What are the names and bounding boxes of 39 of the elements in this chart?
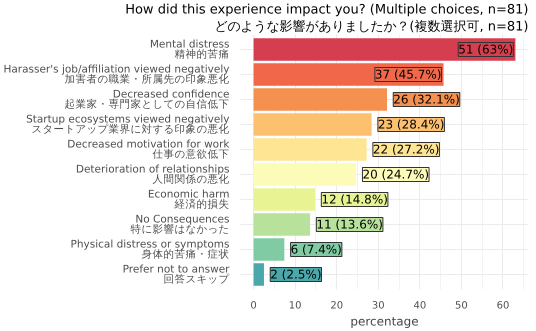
data-label: 11 (13.6%) bbox=[316, 218, 383, 232]
y-tick-label: No Consequences 特に影響はなかった bbox=[130, 213, 230, 236]
bar bbox=[254, 263, 264, 286]
data-label: 26 (32.1%) bbox=[393, 92, 460, 106]
x-axis-title: percentage bbox=[350, 314, 419, 328]
data-label: 22 (27.2%) bbox=[372, 142, 440, 156]
chart-title: How did this experience impact you? (Multiple choices, n=81) bbox=[125, 2, 529, 18]
y-tick-label: Decreased confidence 起業家・専門家としての自信低下 bbox=[64, 88, 230, 111]
y-tick-label: Economic harm 経済的損失 bbox=[148, 188, 230, 211]
data-label: 51 (63%) bbox=[458, 42, 514, 56]
y-tick-label: Startup ecosystems viewed negatively スタートアップ業界に対する印象の悪化 bbox=[26, 113, 230, 136]
data-label: 20 (24.7%) bbox=[362, 168, 430, 182]
data-label: 12 (14.8%) bbox=[321, 192, 388, 206]
bar bbox=[254, 163, 356, 186]
bar bbox=[254, 113, 372, 136]
bar bbox=[254, 213, 310, 236]
y-tick-label: Mental distress 精神的苦痛 bbox=[150, 38, 230, 61]
bar bbox=[254, 88, 387, 111]
y-tick-label: Decreased motivation for work 仕事の意欲低下 bbox=[67, 138, 230, 161]
x-tick-label: 60 bbox=[496, 300, 510, 312]
x-tick-label: 10 bbox=[288, 300, 302, 312]
x-tick-label: 40 bbox=[413, 300, 426, 312]
data-label: 23 (28.4%) bbox=[378, 118, 444, 132]
bar bbox=[254, 38, 516, 61]
data-label: 37 (45.7%) bbox=[374, 68, 442, 82]
y-tick-label: Harasser's job/affiliation viewed negatively 加害者の職業・所属先の印象悪化 bbox=[3, 63, 230, 86]
x-tick-label: 30 bbox=[372, 300, 385, 312]
bar bbox=[254, 188, 316, 211]
x-tick-label: 50 bbox=[455, 300, 468, 312]
data-label: 2 (2.5%) bbox=[270, 268, 322, 282]
chart-subtitle: どのような影響がありましたか？(複数選択可, n=81) bbox=[214, 20, 529, 34]
data-label: 6 (7.4%) bbox=[290, 242, 342, 256]
y-tick-label: Prefer not to answer 回答スキップ bbox=[122, 263, 230, 286]
x-tick-label: 20 bbox=[330, 300, 344, 312]
bar bbox=[254, 138, 367, 161]
bar bbox=[254, 238, 284, 261]
y-tick-label: Deterioration of relationships 人間関係の悪化 bbox=[76, 163, 230, 186]
y-tick-label: Physical distress or symptoms 身体的苦痛・症状 bbox=[70, 238, 230, 261]
x-tick-label: 0 bbox=[250, 300, 257, 312]
